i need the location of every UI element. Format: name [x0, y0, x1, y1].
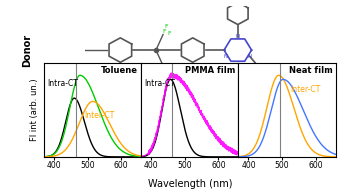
Text: Inter-CT: Inter-CT: [291, 85, 321, 94]
Text: F: F: [167, 31, 171, 36]
Text: Donor: Donor: [22, 33, 32, 67]
Text: N: N: [236, 34, 240, 39]
Text: F: F: [162, 29, 166, 34]
Text: N: N: [224, 54, 228, 59]
Text: PMMA film: PMMA film: [185, 66, 236, 75]
Text: Toluene: Toluene: [101, 66, 138, 75]
Text: F: F: [165, 71, 168, 76]
Text: Inter-CT: Inter-CT: [84, 111, 115, 120]
Text: Neat film: Neat film: [289, 66, 333, 75]
Text: Intra-CT: Intra-CT: [144, 79, 175, 88]
Text: Intra-CT: Intra-CT: [47, 79, 78, 88]
Text: F: F: [167, 64, 171, 69]
Y-axis label: Fl int (arb. un.): Fl int (arb. un.): [29, 79, 39, 141]
Text: F: F: [165, 24, 168, 29]
Text: F: F: [162, 67, 166, 71]
Text: N: N: [247, 54, 252, 59]
Text: Wavelength (nm): Wavelength (nm): [147, 179, 232, 189]
